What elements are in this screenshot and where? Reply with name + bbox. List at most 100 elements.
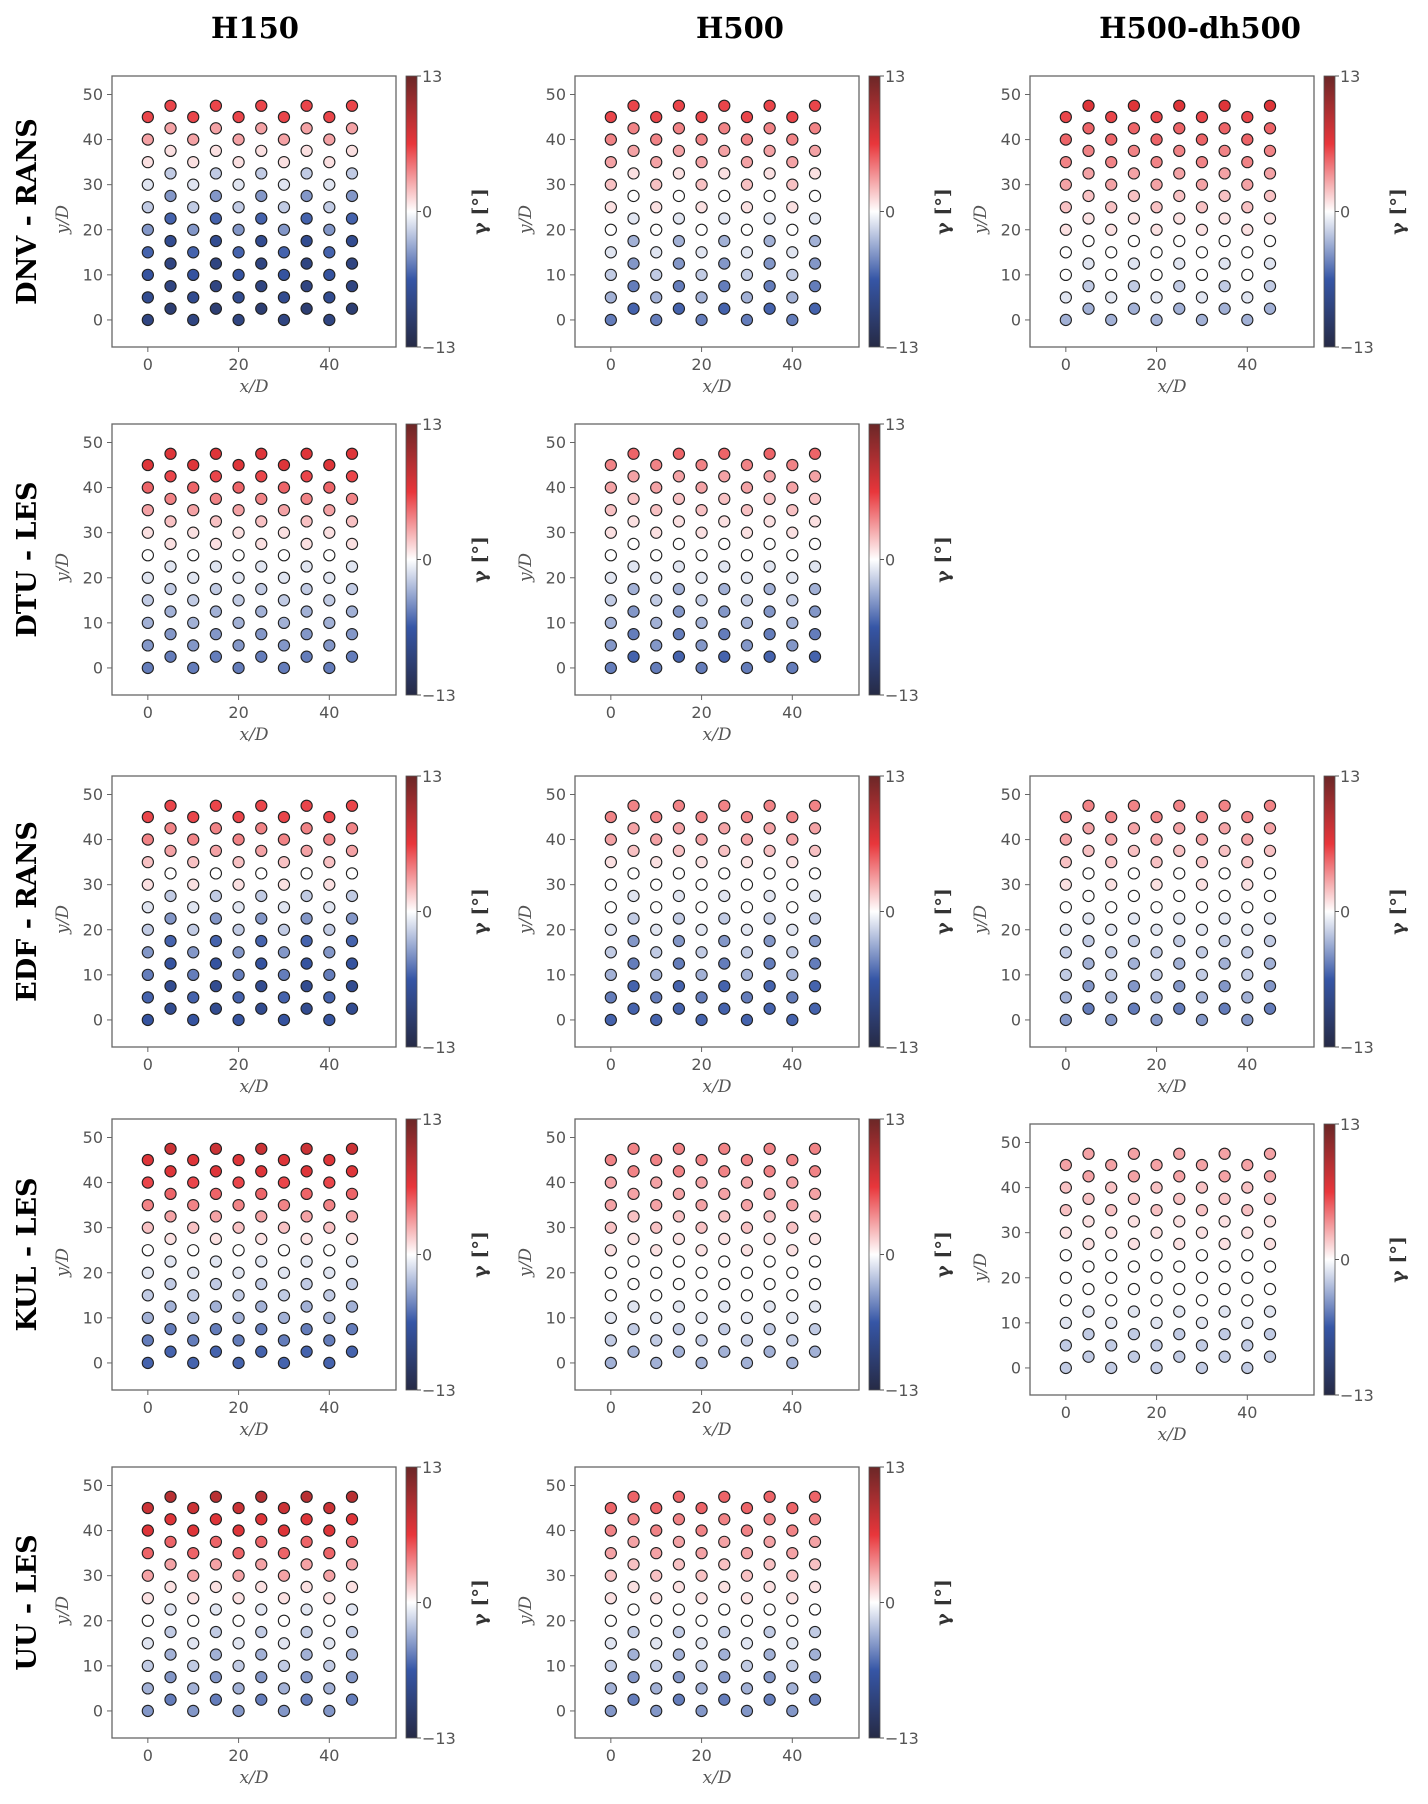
turbine-point xyxy=(1241,201,1254,214)
turbine-point xyxy=(345,447,359,460)
turbine-point xyxy=(323,1569,336,1582)
turbine-point xyxy=(1241,1158,1254,1172)
turbine-point xyxy=(277,1221,291,1234)
turbine-point xyxy=(1059,1316,1072,1330)
turbine-point xyxy=(1150,1294,1163,1307)
turbine-point xyxy=(187,1289,200,1302)
turbine-point xyxy=(277,1614,291,1627)
turbine-point xyxy=(695,481,708,494)
turbine-point xyxy=(164,844,177,858)
colorbar-tick-label: 13 xyxy=(885,767,905,786)
turbine-point xyxy=(718,627,731,641)
turbine-point xyxy=(1218,889,1231,903)
turbine-point xyxy=(808,1648,822,1661)
turbine-point xyxy=(209,144,223,158)
turbine-point xyxy=(187,526,200,539)
turbine-point xyxy=(627,1603,640,1616)
turbine-point xyxy=(323,968,336,982)
turbine-point xyxy=(672,144,686,158)
turbine-point xyxy=(141,178,154,191)
turbine-point xyxy=(277,503,291,517)
turbine-point xyxy=(763,515,776,528)
turbine-point xyxy=(255,189,268,203)
y-tick-label: 20 xyxy=(83,220,103,239)
turbine-point xyxy=(604,833,617,846)
turbine-point xyxy=(1150,313,1163,327)
turbine-point xyxy=(232,1176,245,1189)
turbine-point xyxy=(209,257,223,270)
turbine-point xyxy=(1218,302,1231,315)
y-tick-label: 40 xyxy=(546,830,566,849)
x-tick-label: 20 xyxy=(691,1055,711,1074)
turbine-point xyxy=(141,923,154,936)
turbine-point xyxy=(164,1670,177,1684)
turbine-point xyxy=(786,1198,799,1212)
turbine-point xyxy=(1150,855,1163,869)
turbine-point xyxy=(604,991,617,1004)
turbine-point xyxy=(650,1546,663,1560)
turbine-point xyxy=(1218,799,1231,812)
turbine-point xyxy=(718,234,731,248)
turbine-point xyxy=(718,1580,731,1594)
turbine-point xyxy=(323,1311,336,1325)
turbine-point xyxy=(672,1277,686,1291)
colorbar-label: γ [°] xyxy=(1387,1236,1409,1283)
turbine-point xyxy=(1263,934,1277,948)
y-tick-label: 30 xyxy=(546,1218,566,1237)
turbine-point xyxy=(808,582,822,596)
turbine-point xyxy=(763,1300,776,1313)
turbine-point xyxy=(300,1002,313,1015)
turbine-point xyxy=(164,447,177,460)
turbine-point xyxy=(232,1569,245,1582)
turbine-point xyxy=(604,1266,617,1279)
turbine-point xyxy=(763,1558,776,1571)
colorbar-tick-label: 0 xyxy=(422,1246,432,1265)
colorbar-tick-label: 13 xyxy=(422,1458,442,1477)
turbine-point xyxy=(323,991,336,1004)
turbine-point xyxy=(345,1210,359,1223)
turbine-point xyxy=(141,526,154,539)
turbine-point xyxy=(718,144,731,158)
turbine-point xyxy=(808,1255,822,1268)
turbine-point xyxy=(277,1592,291,1605)
colorbar-label: γ [°] xyxy=(1387,188,1409,235)
turbine-point xyxy=(277,1311,291,1325)
turbine-point xyxy=(604,1592,617,1605)
x-axis-label: x/D xyxy=(703,377,732,397)
turbine-point xyxy=(718,1625,731,1639)
turbine-point xyxy=(763,822,776,835)
turbine-point xyxy=(1150,1181,1163,1194)
column-title: H500 xyxy=(696,11,784,45)
turbine-point xyxy=(627,1232,640,1246)
turbine-point xyxy=(1105,223,1118,236)
turbine-point xyxy=(1263,1260,1277,1273)
turbine-point xyxy=(808,1345,822,1358)
turbine-point xyxy=(277,991,291,1004)
x-tick-label: 0 xyxy=(1061,1055,1071,1074)
turbine-point xyxy=(141,946,154,959)
turbine-point xyxy=(1195,1158,1209,1172)
turbine-point xyxy=(1150,1316,1163,1330)
turbine-point xyxy=(627,1255,640,1268)
turbine-point xyxy=(672,1670,686,1684)
turbine-point xyxy=(187,1311,200,1325)
turbine-point xyxy=(1105,1203,1118,1217)
turbine-point xyxy=(718,1603,731,1616)
turbine-point xyxy=(786,503,799,517)
turbine-point xyxy=(763,1232,776,1246)
turbine-point xyxy=(255,822,268,835)
turbine-point xyxy=(763,582,776,596)
turbine-point xyxy=(1150,133,1163,146)
turbine-point xyxy=(164,492,177,506)
turbine-point xyxy=(1127,279,1141,293)
turbine-point xyxy=(1218,189,1231,203)
turbine-point xyxy=(209,302,223,315)
turbine-point xyxy=(672,1513,686,1526)
turbine-point xyxy=(277,133,291,146)
turbine-point xyxy=(1173,234,1186,248)
turbine-point xyxy=(141,1704,154,1718)
turbine-point xyxy=(323,1659,336,1673)
turbine-point xyxy=(1218,844,1231,858)
turbine-point xyxy=(209,167,223,180)
